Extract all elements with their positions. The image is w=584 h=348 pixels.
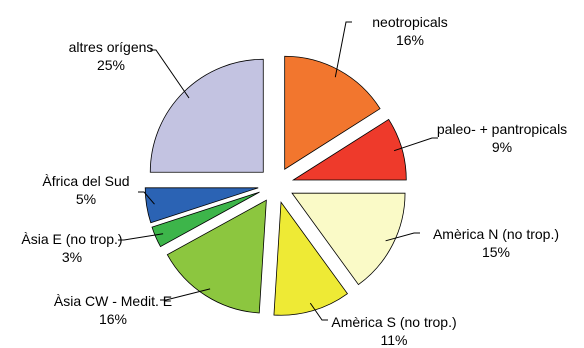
pie-slice-asia-cw-medit-e xyxy=(166,199,267,314)
leader-line-asia-cw-medit-e xyxy=(160,288,211,301)
label-america-s-name: Amèrica S (no trop.) xyxy=(331,314,456,330)
leader-line-asia-e-no-trop xyxy=(118,233,164,241)
label-neotropicals-value: 16% xyxy=(396,32,424,48)
pie-slice-america-s-no-trop xyxy=(273,201,348,316)
label-neotropicals-name: neotropicals xyxy=(372,14,448,30)
pie-slices xyxy=(144,55,407,316)
label-altres-value: 25% xyxy=(97,57,125,73)
label-asia-cw-value: 16% xyxy=(99,311,127,327)
label-asia-e-value: 3% xyxy=(62,249,82,265)
leader-line-america-n-no-trop xyxy=(385,232,420,242)
label-paleo-name: paleo- + pantropicals xyxy=(437,121,567,137)
label-africa-value: 5% xyxy=(76,191,96,207)
label-africa-name: Àfrica del Sud xyxy=(42,173,129,189)
pie-slice-altres-origens xyxy=(149,58,264,173)
pie-slice-america-n-no-trop xyxy=(291,192,406,286)
label-america-s-value: 11% xyxy=(381,332,408,348)
label-america-n-name: Amèrica N (no trop.) xyxy=(433,226,559,242)
label-asia-e-name: Àsia E (no trop.) xyxy=(21,231,122,247)
leader-line-neotropicals xyxy=(334,21,352,78)
slice-labels: neotropicals 16% paleo- + pantropicals 9… xyxy=(21,14,567,348)
pie-slice-asia-e-no-trop xyxy=(151,191,260,248)
label-america-n-value: 15% xyxy=(482,244,510,260)
leader-line-paleo-pantropicals xyxy=(393,137,438,152)
label-paleo-value: 9% xyxy=(492,139,512,155)
pie-slice-neotropicals xyxy=(284,55,381,170)
label-asia-cw-name: Àsia CW - Medit. E xyxy=(54,293,172,309)
leader-line-america-s-no-trop xyxy=(309,302,328,321)
pie-slice-africa-del-sud xyxy=(144,187,259,224)
label-altres-name: altres orígens xyxy=(69,39,154,55)
leader-line-altres-origens xyxy=(150,49,190,99)
leader-lines xyxy=(118,21,438,321)
leader-line-africa-del-sud xyxy=(138,191,155,205)
